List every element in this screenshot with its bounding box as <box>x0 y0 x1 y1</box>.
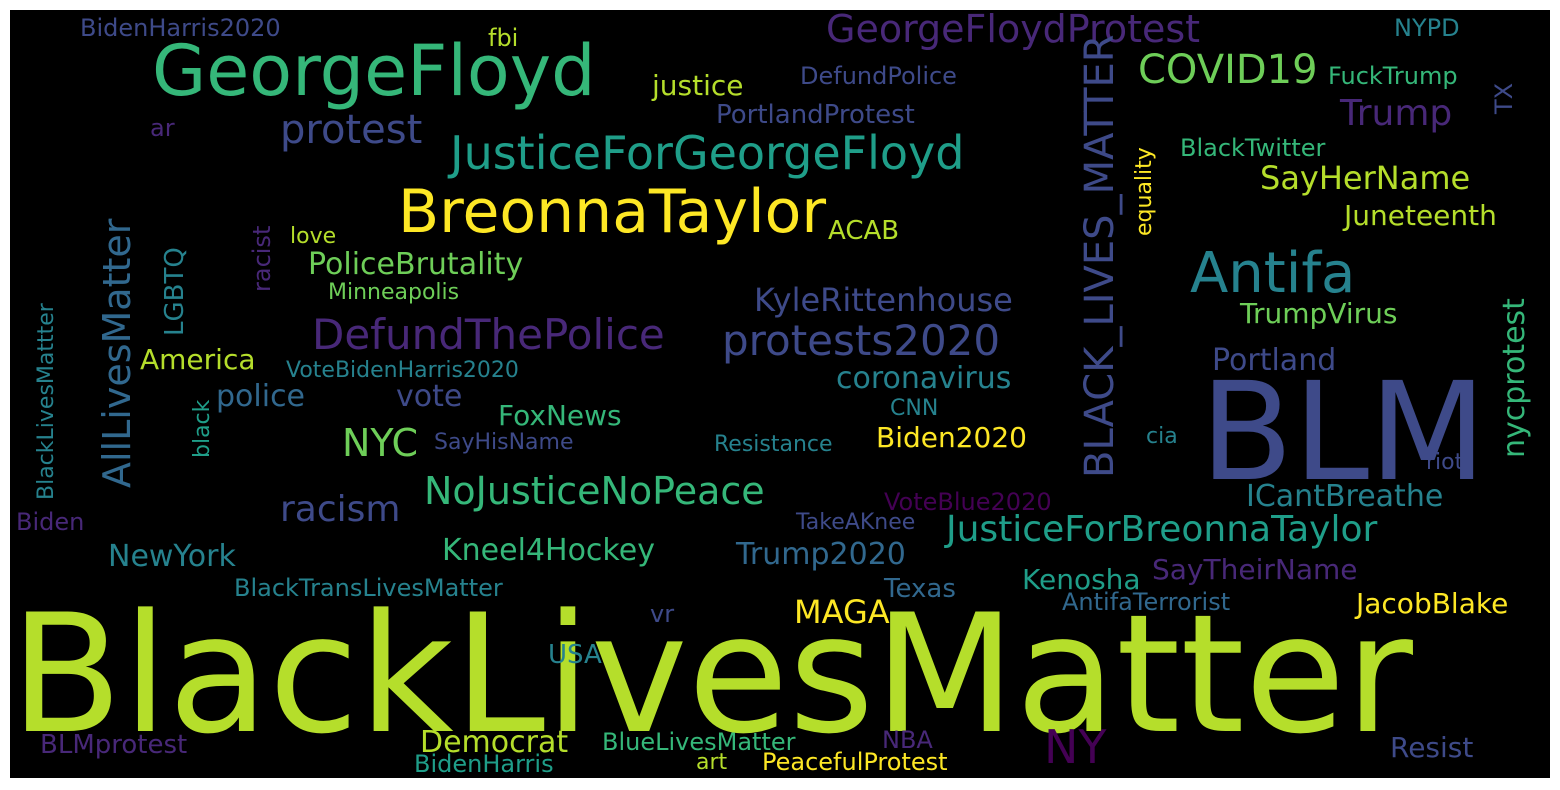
word-bidenharris: BidenHarris <box>414 750 554 778</box>
word-trumpvirus: TrumpVirus <box>1240 297 1398 330</box>
word-kenosha: Kenosha <box>1022 563 1141 596</box>
word-alllivesmatter: AllLivesMatter <box>95 218 139 488</box>
word-tx: TX <box>1490 82 1518 114</box>
word-texas: Texas <box>884 574 956 604</box>
word-biden: Biden <box>16 508 85 536</box>
word-usa: USA <box>548 640 602 670</box>
word-protests2020: protests2020 <box>722 316 1001 365</box>
word-nyc: NYC <box>342 421 419 465</box>
word-coronavirus: coronavirus <box>836 361 1012 396</box>
word-newyork: NewYork <box>108 539 236 574</box>
word-takeaknee: TakeAKnee <box>796 510 916 535</box>
word-kylerittenhouse: KyleRittenhouse <box>754 281 1013 319</box>
word-police: police <box>216 379 306 414</box>
word-ar: ar <box>150 114 175 142</box>
word-vr: vr <box>650 600 675 628</box>
word-democrat: Democrat <box>420 725 569 760</box>
word-trump2020: Trump2020 <box>736 537 906 572</box>
word-defundthepolice: DefundThePolice <box>312 310 665 359</box>
word-maga: MAGA <box>794 593 890 631</box>
word-acab: ACAB <box>828 216 900 246</box>
word-blacklivesmattter: BlackLivesMattter <box>34 303 59 500</box>
word-sayhisname: SayHisName <box>434 430 574 455</box>
word-fbi: fbi <box>488 24 519 52</box>
word-lgbtq: LGBTQ <box>160 247 190 336</box>
word-ny: NY <box>1044 720 1107 774</box>
word-black-lives-matter: BLACK_LIVES_MATTER <box>1077 34 1123 478</box>
word-juneteenth: Juneteenth <box>1344 199 1497 232</box>
word-icantbreathe: ICantBreathe <box>1246 479 1444 514</box>
word-art: art <box>696 750 728 775</box>
word-equality: equality <box>1132 147 1157 236</box>
word-jacobblake: JacobBlake <box>1356 587 1509 620</box>
word-protest: protest <box>280 107 423 153</box>
word-breonnataylor: BreonnaTaylor <box>398 177 826 247</box>
word-georgefloydprotest: GeorgeFloydProtest <box>826 10 1201 51</box>
word-antifa: Antifa <box>1190 241 1356 306</box>
word-blacklivesmatter: BlackLivesMatter <box>10 579 1413 770</box>
word-peacefulprotest: PeacefulProtest <box>762 748 948 776</box>
word-covid19: COVID19 <box>1138 47 1318 93</box>
word-cia: cia <box>1146 424 1178 449</box>
word-resist: Resist <box>1390 731 1474 764</box>
word-fucktrump: FuckTrump <box>1328 62 1458 90</box>
word-antifaterrorist: AntifaTerrorist <box>1062 588 1231 616</box>
word-kneel4hockey: Kneel4Hockey <box>442 533 655 568</box>
word-justice: justice <box>652 69 744 102</box>
word-justiceforgeorgefloyd: JusticeForGeorgeFloyd <box>450 126 965 180</box>
word-blacktranslivesmatter: BlackTransLivesMatter <box>234 574 503 602</box>
word-votebidenharris2020: VoteBidenHarris2020 <box>286 358 519 383</box>
word-biden2020: Biden2020 <box>876 421 1027 454</box>
word-america: America <box>140 343 256 376</box>
word-nypd: NYPD <box>1394 14 1460 42</box>
word-riot: riot <box>1426 450 1464 475</box>
word-cloud: BlackLivesMatter BLM GeorgeFloyd Breonna… <box>10 10 1550 778</box>
word-nycprotest: nycprotest <box>1497 298 1532 458</box>
word-blm: BLM <box>1200 354 1487 512</box>
word-black: black <box>190 399 215 458</box>
word-vote: vote <box>396 379 463 414</box>
word-bluelivesmatter: BlueLivesMatter <box>602 728 796 756</box>
word-blacktwitter: BlackTwitter <box>1180 134 1326 162</box>
word-saytheirname: SayTheirName <box>1152 553 1358 586</box>
word-bidenharris2020: BidenHarris2020 <box>80 14 281 42</box>
word-trump: Trump <box>1340 93 1453 134</box>
word-cnn: CNN <box>890 396 939 421</box>
word-justiceforbreonnataylor: JusticeForBreonnaTaylor <box>946 509 1378 550</box>
word-racist: racist <box>248 225 276 292</box>
word-minneapolis: Minneapolis <box>328 280 460 305</box>
word-defundpolice: DefundPolice <box>800 62 957 90</box>
word-nojusticenopeace: NoJusticeNoPeace <box>424 469 765 513</box>
word-georgefloyd: GeorgeFloyd <box>152 30 596 112</box>
word-resistance: Resistance <box>714 432 833 457</box>
word-sayhername: SayHerName <box>1260 159 1471 197</box>
word-policebrutality: PoliceBrutality <box>308 247 524 282</box>
word-love: love <box>290 224 337 249</box>
word-blmprotest: BLMprotest <box>40 730 188 760</box>
word-portlandprotest: PortlandProtest <box>716 100 915 130</box>
word-nba: NBA <box>882 726 933 754</box>
word-racism: racism <box>280 489 401 530</box>
word-foxnews: FoxNews <box>498 399 622 432</box>
word-voteblue2020: VoteBlue2020 <box>884 488 1052 516</box>
word-portland: Portland <box>1212 343 1337 378</box>
